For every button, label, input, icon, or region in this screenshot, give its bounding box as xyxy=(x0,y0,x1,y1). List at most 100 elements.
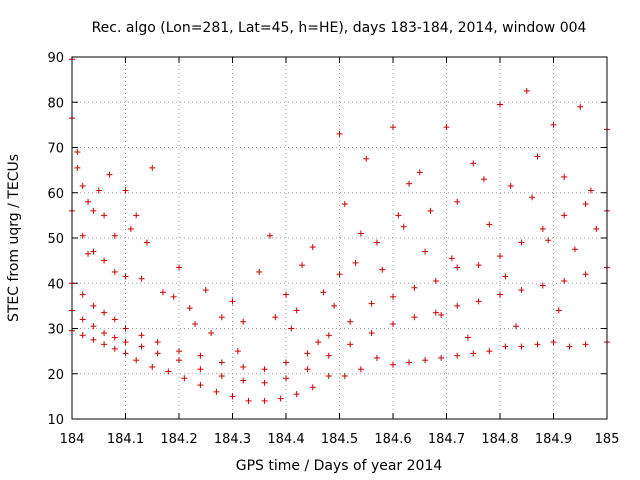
data-points xyxy=(69,56,610,404)
data-point xyxy=(582,271,589,278)
data-point xyxy=(229,393,236,400)
data-point xyxy=(283,359,289,366)
data-point xyxy=(550,339,557,346)
data-point xyxy=(133,212,140,219)
data-point xyxy=(587,187,594,194)
data-point xyxy=(593,225,600,232)
data-point xyxy=(507,182,514,189)
data-point xyxy=(341,201,348,208)
data-point xyxy=(234,348,241,355)
data-point xyxy=(422,357,429,364)
data-point xyxy=(486,221,493,228)
data-point xyxy=(122,187,129,194)
data-point xyxy=(363,155,370,162)
chart-title: Rec. algo (Lon=281, Lat=45, h=HE), days … xyxy=(92,20,587,36)
data-point xyxy=(133,357,140,364)
data-point xyxy=(293,391,300,398)
data-point xyxy=(513,323,520,330)
data-point xyxy=(480,176,487,183)
data-point xyxy=(464,334,471,341)
data-point xyxy=(240,377,247,384)
data-point xyxy=(390,361,396,368)
data-point xyxy=(245,397,252,404)
data-point xyxy=(534,153,541,160)
gridlines xyxy=(72,57,607,419)
data-point xyxy=(582,341,589,348)
data-point xyxy=(331,302,338,309)
data-point xyxy=(336,271,343,278)
data-point xyxy=(545,237,552,244)
data-point xyxy=(202,287,209,294)
data-point xyxy=(443,124,450,131)
data-point xyxy=(122,339,129,346)
data-point xyxy=(176,357,182,364)
data-point xyxy=(208,330,215,337)
data-point xyxy=(566,343,573,350)
data-point xyxy=(277,395,284,402)
data-point xyxy=(138,275,145,282)
data-point xyxy=(101,330,108,337)
data-point xyxy=(470,160,477,167)
data-point xyxy=(111,232,118,239)
data-point xyxy=(561,277,568,284)
data-point xyxy=(101,257,108,264)
data-point xyxy=(90,336,97,343)
data-point xyxy=(256,268,263,275)
data-point xyxy=(582,201,589,208)
data-point xyxy=(320,289,327,296)
data-point xyxy=(315,339,322,346)
data-point xyxy=(192,320,199,327)
data-point xyxy=(357,230,364,237)
data-point xyxy=(390,124,396,131)
data-point xyxy=(347,318,354,325)
data-point xyxy=(159,289,166,296)
data-point xyxy=(422,248,429,255)
data-point xyxy=(438,354,445,361)
data-point xyxy=(571,246,578,253)
x-tick-label: 184.4 xyxy=(267,432,304,447)
data-point xyxy=(390,293,396,300)
data-point xyxy=(577,103,584,110)
data-point xyxy=(85,198,92,205)
data-point xyxy=(240,318,247,325)
data-point xyxy=(325,373,332,380)
data-point xyxy=(154,350,161,357)
data-point xyxy=(395,212,402,219)
y-tick-label: 80 xyxy=(47,96,64,111)
data-point xyxy=(454,264,461,271)
x-tick-label: 184.9 xyxy=(535,432,572,447)
data-point xyxy=(176,348,182,355)
data-point xyxy=(79,332,86,339)
data-point xyxy=(299,262,306,269)
data-point xyxy=(432,277,439,284)
data-point xyxy=(475,262,482,269)
data-point xyxy=(283,375,289,382)
data-point xyxy=(111,334,118,341)
data-point xyxy=(475,298,482,305)
data-point xyxy=(79,232,86,239)
data-point xyxy=(111,268,118,275)
y-axis: 10 20 30 40 50 60 70 80 90 xyxy=(47,51,607,428)
data-point xyxy=(368,300,375,307)
x-axis: 184 184.1 184.2 184.3 184.4 184.5 184.6 184.7 18… xyxy=(60,57,619,447)
data-point xyxy=(411,284,418,291)
data-point xyxy=(218,373,225,380)
data-point xyxy=(529,194,536,201)
data-point xyxy=(101,309,108,316)
data-point xyxy=(550,121,557,128)
data-point xyxy=(127,225,134,232)
data-point xyxy=(304,366,311,373)
data-point xyxy=(101,212,108,219)
data-point xyxy=(229,298,236,305)
data-point xyxy=(186,305,193,312)
data-point xyxy=(261,379,268,386)
data-point xyxy=(325,352,332,359)
x-tick-label: 184.7 xyxy=(428,432,465,447)
data-point xyxy=(293,307,300,314)
data-point xyxy=(261,366,268,373)
data-point xyxy=(561,212,568,219)
data-point xyxy=(470,350,477,357)
data-point xyxy=(138,332,145,339)
data-point xyxy=(197,352,204,359)
